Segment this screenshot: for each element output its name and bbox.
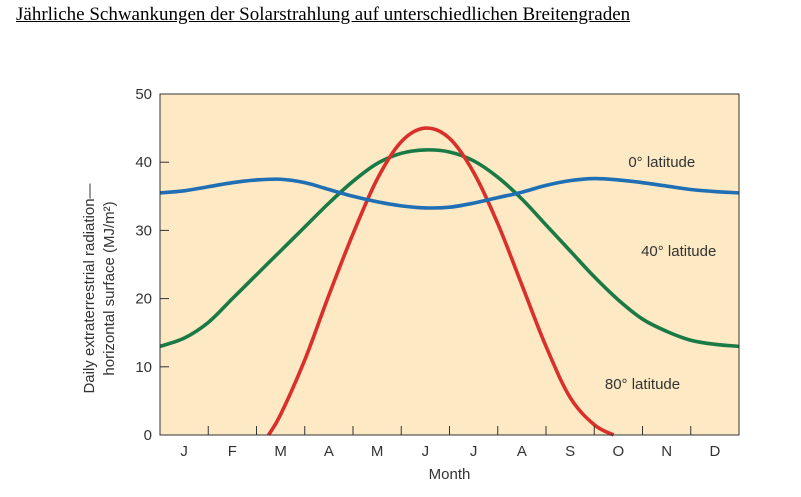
y-tick-label: 0 bbox=[144, 427, 152, 444]
x-tick-label: J bbox=[180, 443, 188, 460]
series-line-80-latitude bbox=[267, 126, 615, 437]
y-tick-label: 30 bbox=[135, 222, 152, 239]
y-tick-label: 40 bbox=[135, 154, 152, 171]
x-tick-label: N bbox=[661, 443, 672, 460]
series-line-0-latitude bbox=[159, 176, 740, 210]
x-tick-label: M bbox=[371, 443, 384, 460]
series-layer bbox=[159, 126, 740, 437]
x-tick-label: O bbox=[613, 443, 625, 460]
series-labels: 0° latitude 40° latitude 80° latitude bbox=[605, 154, 716, 393]
y-tick-label: 10 bbox=[135, 359, 152, 376]
y-tick-label: 50 bbox=[135, 86, 152, 103]
y-tick-label: 20 bbox=[135, 291, 152, 308]
x-tick-label: M bbox=[274, 443, 287, 460]
series-label: 80° latitude bbox=[605, 376, 680, 393]
series-line-40-latitude bbox=[159, 148, 740, 349]
x-tick-label: D bbox=[709, 443, 720, 460]
x-tick-label: J bbox=[470, 443, 478, 460]
series-label: 0° latitude bbox=[628, 154, 695, 171]
x-tick-label: A bbox=[324, 443, 334, 460]
x-tick-label: A bbox=[517, 443, 527, 460]
page-title: Jährliche Schwankungen der Solarstrahlun… bbox=[16, 4, 631, 25]
x-axis-title: Month bbox=[429, 466, 471, 483]
series-label: 40° latitude bbox=[641, 243, 716, 260]
x-tick-label: S bbox=[565, 443, 575, 460]
x-tick-label: J bbox=[422, 443, 430, 460]
x-tick-label: F bbox=[228, 443, 237, 460]
y-axis-title-line1: Daily extraterrestrial radiation— bbox=[81, 183, 98, 393]
y-axis: 0 10 20 30 40 50 bbox=[135, 86, 169, 444]
y-axis-title-line2: horizontal surface (MJ/m²) bbox=[101, 201, 118, 375]
